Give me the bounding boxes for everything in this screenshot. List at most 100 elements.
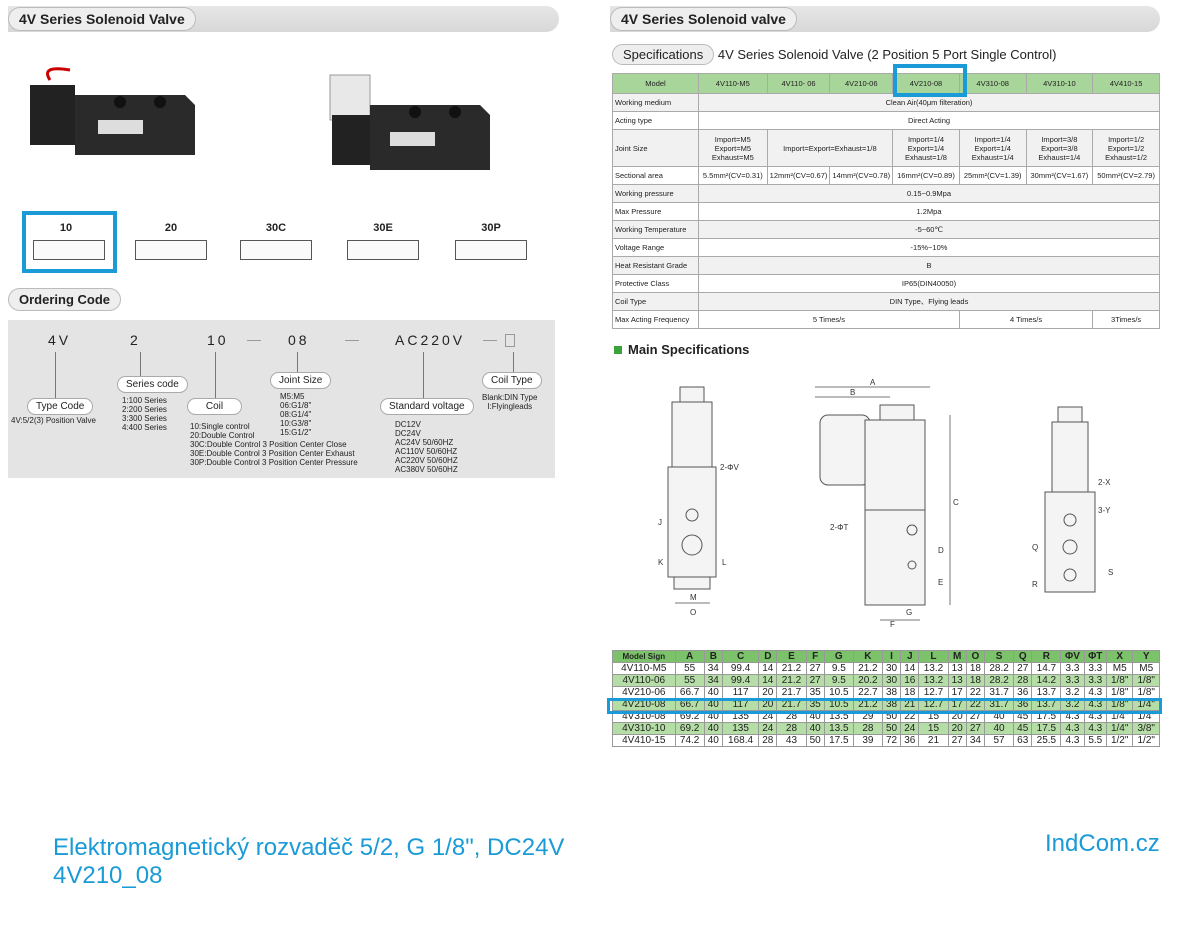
valve-symbol-30e [347, 240, 419, 260]
table-row: 4V110-06 55 34 99.4 14 21.2 27 9.5 20.2 30 16 13.2 1… [612, 674, 1160, 687]
table-cell: 12.7 [918, 686, 949, 699]
valve-symbol-20 [135, 240, 207, 260]
table-cell: 1/8" [1132, 674, 1160, 687]
table-cell: 14 [758, 674, 778, 687]
table-cell: M5 [1132, 662, 1160, 675]
table-cell: 22 [965, 698, 986, 711]
table-cell: 22 [965, 686, 986, 699]
table-cell: 36 [1013, 686, 1033, 699]
table-cell: 17.5 [823, 734, 854, 747]
table-cell: 18 [900, 686, 920, 699]
column-header: E [776, 650, 807, 663]
dim-label: O [690, 608, 696, 617]
dim-label: J [658, 518, 662, 527]
table-cell: 50 [881, 722, 902, 735]
column-header: A [674, 650, 705, 663]
table-cell: 21.2 [776, 674, 807, 687]
column-header: R [1031, 650, 1062, 663]
table-cell: 1/2" [1105, 734, 1134, 747]
table-cell: 17.5 [1031, 722, 1062, 735]
table-cell: 1/2" [1132, 734, 1160, 747]
code-part: 2 [130, 332, 141, 348]
table-cell: 35 [805, 686, 825, 699]
series-code-label: Series code [117, 376, 188, 393]
right-title: 4V Series Solenoid valve [610, 7, 797, 31]
table-cell: 50 [805, 734, 825, 747]
table-cell: 28.2 [984, 662, 1015, 675]
caption-line1: Elektromagnetický rozvaděč 5/2, G 1/8", … [53, 834, 565, 861]
table-cell: 13.7 [1031, 686, 1062, 699]
table-cell: 117 [721, 698, 760, 711]
coil-list: 10:Single control 20:Double Control 30C:Do… [190, 422, 358, 467]
coil-type-list: Blank:DIN Type I:Flyingleads [482, 393, 538, 411]
table-cell: 40 [984, 722, 1015, 735]
dim-label: R [1032, 580, 1038, 589]
table-cell: 24 [758, 722, 778, 735]
table-cell: 4V210-06 [612, 686, 676, 699]
table-cell: 3.3 [1083, 662, 1107, 675]
table-cell: 10.5 [823, 686, 854, 699]
valve-symbol-10 [33, 240, 105, 260]
code-part: 08 [288, 332, 310, 348]
table-cell: 4V310-10 [612, 722, 676, 735]
code-part: AC220V [395, 332, 466, 348]
code-separator [345, 340, 359, 341]
table-cell: 18 [965, 662, 986, 675]
table-cell: 21.7 [776, 686, 807, 699]
dim-label: E [938, 578, 943, 587]
code-part: 10 [207, 332, 229, 348]
series-code-list: 1:100 Series 2:200 Series 3:300 Series 4:40… [122, 396, 167, 432]
table-cell: 20 [947, 722, 967, 735]
dim-label: F [890, 620, 895, 629]
table-cell: 13 [947, 674, 967, 687]
table-cell: 135 [721, 722, 760, 735]
table-cell: 63 [1013, 734, 1033, 747]
code-separator [247, 340, 261, 341]
table-cell: 4V410-15 [612, 734, 676, 747]
joint-size-list: M5:M5 06:G1/8" 08:G1/4" 10:G3/8" 15:G1/2" [280, 392, 312, 437]
symbol-label: 30C [265, 222, 287, 234]
column-header: G [823, 650, 854, 663]
column-header: S [984, 650, 1015, 663]
table-cell: 30 [881, 662, 902, 675]
table-cell: 28 [758, 734, 778, 747]
dimension-drawings: A B C D E F G 2-ΦV J K L M O 2-ΦT 2-X 3-… [658, 378, 1113, 629]
table-cell: 3.3 [1083, 674, 1107, 687]
table-cell: 13.2 [918, 662, 949, 675]
dim-label: S [1108, 568, 1113, 577]
main-spec-title: Main Specifications [628, 342, 750, 357]
bullet-icon [614, 346, 622, 354]
table-cell: 13 [947, 662, 967, 675]
dim-label: G [906, 608, 912, 617]
model-highlight [893, 64, 967, 97]
caption: Elektromagnetický rozvaděč 5/2, G 1/8", … [53, 834, 564, 890]
left-title: 4V Series Solenoid Valve [8, 7, 196, 31]
table-cell: 31.7 [984, 686, 1015, 699]
table-cell: 1/8" [1105, 674, 1134, 687]
table-cell: 34 [965, 734, 986, 747]
table-cell: 15 [918, 722, 949, 735]
table-cell: 1/8" [1132, 686, 1160, 699]
table-cell: 34 [703, 674, 723, 687]
brand-link[interactable]: IndCom.cz [1045, 830, 1160, 857]
table-cell: 22.7 [852, 686, 883, 699]
table-cell: 99.4 [721, 674, 760, 687]
table-cell: 16 [900, 674, 920, 687]
coil-label: Coil [187, 398, 242, 415]
column-header: Q [1013, 650, 1033, 663]
table-cell: 9.5 [823, 662, 854, 675]
table-cell: 168.4 [721, 734, 760, 747]
dim-label: Q [1032, 543, 1038, 552]
table-cell: 66.7 [674, 698, 705, 711]
dim-label: C [953, 498, 959, 507]
table-row: 4V110-M5 55 34 99.4 14 21.2 27 9.5 21.2 30 14 13.2 1… [612, 662, 1160, 675]
table-cell: 72 [881, 734, 902, 747]
code-part: 4V [48, 332, 72, 348]
table-cell: 13.7 [1031, 698, 1062, 711]
table-cell: 74.2 [674, 734, 705, 747]
table-cell: 28 [852, 722, 883, 735]
table-cell: 3.2 [1060, 686, 1085, 699]
table-cell: 40 [703, 722, 723, 735]
table-cell: 20.2 [852, 674, 883, 687]
dim-label: 2-ΦT [830, 523, 848, 532]
